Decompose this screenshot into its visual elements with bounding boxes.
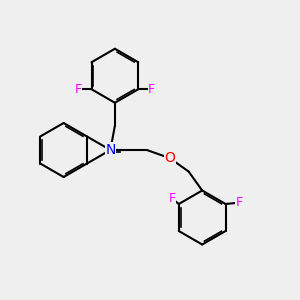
Text: O: O — [164, 151, 175, 165]
Text: N: N — [105, 143, 116, 157]
Text: F: F — [169, 192, 176, 205]
Text: F: F — [74, 83, 82, 96]
Text: F: F — [148, 83, 155, 96]
Text: F: F — [236, 196, 243, 209]
Text: N: N — [105, 143, 116, 157]
